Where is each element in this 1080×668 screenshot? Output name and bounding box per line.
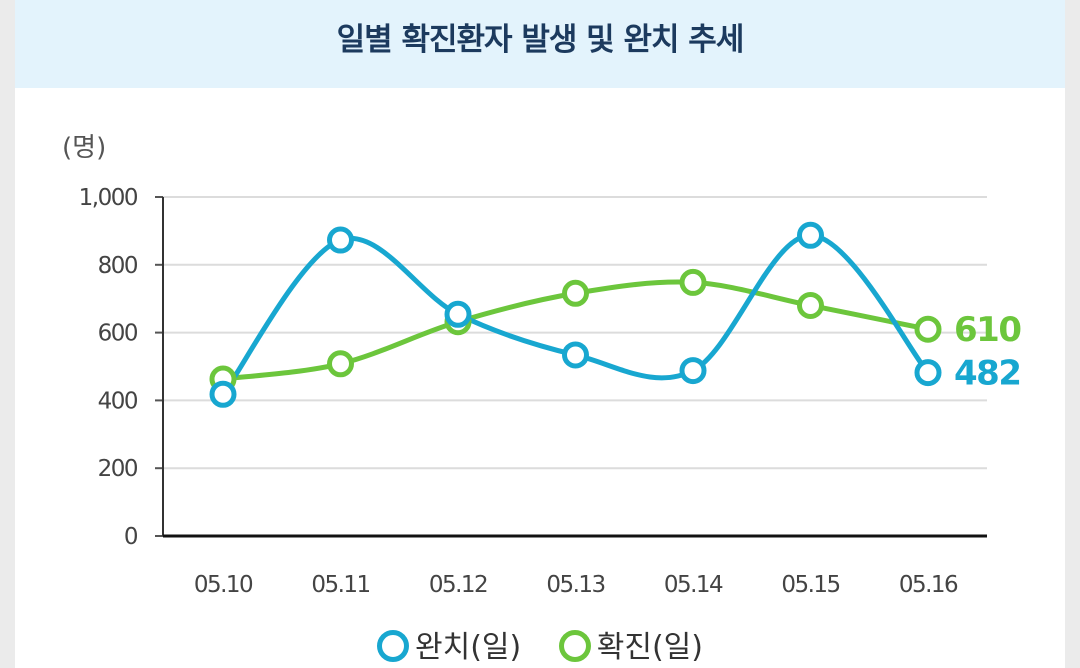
data-point-recovered xyxy=(444,300,472,328)
x-tick-label: 05.11 xyxy=(311,572,369,598)
x-tick-label: 05.12 xyxy=(429,572,487,598)
chart-legend: 완치(일) 확진(일) xyxy=(0,622,1080,666)
end-value-label-recovered: 482 xyxy=(954,354,1020,394)
end-value-label-confirmed: 610 xyxy=(954,310,1021,350)
data-point-confirmed xyxy=(679,268,707,296)
recovered-circle-icon xyxy=(377,629,409,662)
data-point-confirmed xyxy=(914,315,942,343)
y-tick-label: 200 xyxy=(98,456,138,482)
x-tick-label: 05.15 xyxy=(781,572,839,598)
chart-card xyxy=(15,0,1065,668)
legend-item-recovered: 완치(일) xyxy=(377,622,521,666)
legend-label-confirmed: 확진(일) xyxy=(596,630,703,665)
x-tick-label: 05.14 xyxy=(664,572,723,598)
data-point-recovered xyxy=(562,341,589,369)
data-point-recovered xyxy=(209,380,237,408)
x-tick-label: 05.10 xyxy=(194,572,253,598)
chart-title: 일별 확진환자 발생 및 완치 추세 xyxy=(336,22,745,58)
y-tick-label: 600 xyxy=(98,321,138,347)
data-point-confirmed xyxy=(562,279,589,307)
x-tick-label: 05.16 xyxy=(899,572,958,598)
data-point-confirmed xyxy=(327,350,354,378)
y-tick-label: 400 xyxy=(98,388,138,414)
y-tick-label: 800 xyxy=(98,253,138,279)
y-tick-label: 0 xyxy=(124,524,138,550)
data-point-confirmed xyxy=(797,291,824,319)
y-tick-label: 1,000 xyxy=(79,185,138,211)
y-axis-unit-label: (명) xyxy=(62,133,106,163)
data-point-recovered xyxy=(914,359,942,387)
series-line-recovered xyxy=(220,232,931,397)
data-point-recovered xyxy=(679,357,707,385)
data-point-recovered xyxy=(327,226,354,254)
legend-label-recovered: 완치(일) xyxy=(415,630,522,665)
x-tick-label: 05.13 xyxy=(546,572,604,598)
data-point-recovered xyxy=(797,221,824,249)
confirmed-circle-icon xyxy=(558,629,591,662)
chart-header: 일별 확진환자 발생 및 완치 추세 xyxy=(15,0,1065,88)
legend-item-confirmed: 확진(일) xyxy=(558,622,703,666)
